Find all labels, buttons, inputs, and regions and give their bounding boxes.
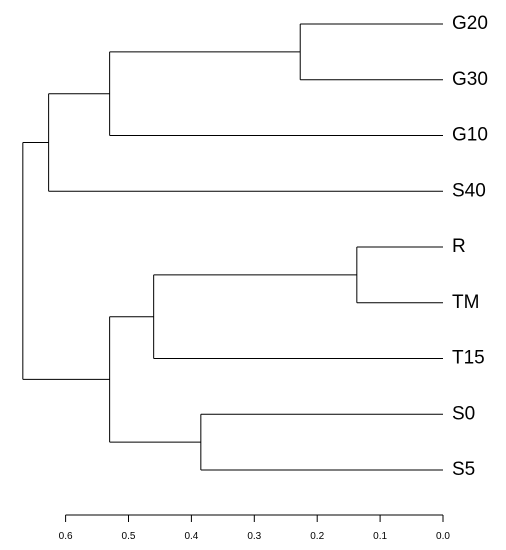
leaf-labels: G20 G30 G10 S40 R TM T15 S0 S5 [452, 13, 488, 480]
x-tick-label-5: 0.1 [373, 531, 387, 542]
x-axis-ticks [65, 515, 444, 522]
x-tick-label-6: 0.0 [436, 531, 450, 542]
leaf-label-s5: S5 [452, 459, 475, 480]
leaf-label-g20: G20 [452, 13, 488, 34]
x-axis: 0.6 0.5 0.4 0.3 0.2 0.1 0.0 [59, 514, 451, 542]
x-tick-label-3: 0.3 [247, 531, 261, 542]
leaf-label-t15: T15 [452, 348, 485, 369]
x-tick-label-0: 0.6 [59, 531, 73, 542]
leaf-label-s0: S0 [452, 403, 475, 424]
leaf-label-g10: G10 [452, 125, 488, 146]
x-tick-label-4: 0.2 [310, 531, 324, 542]
x-axis-tick-labels: 0.6 0.5 0.4 0.3 0.2 0.1 0.0 [59, 531, 451, 542]
leaf-label-g30: G30 [452, 69, 488, 90]
leaf-label-tm: TM [452, 292, 479, 313]
x-tick-label-1: 0.5 [122, 531, 136, 542]
leaf-label-r: R [452, 236, 466, 257]
x-tick-label-2: 0.4 [184, 531, 198, 542]
dendrogram-branches [22, 23, 443, 471]
leaf-label-s40: S40 [452, 180, 486, 201]
